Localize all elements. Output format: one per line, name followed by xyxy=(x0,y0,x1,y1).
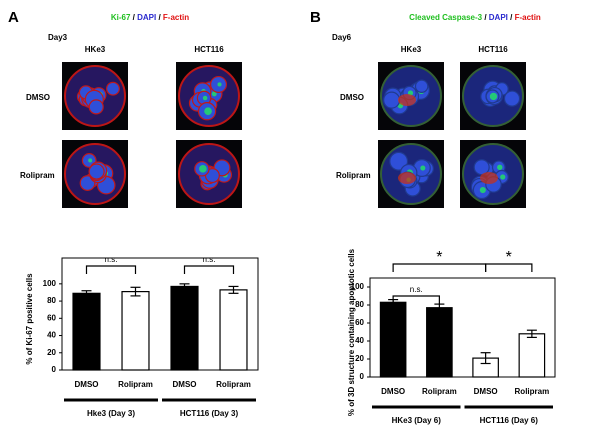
column-label: HKe3 xyxy=(401,45,422,54)
nucleus xyxy=(383,91,401,109)
bar xyxy=(170,285,199,371)
x-tick-label: Rolipram xyxy=(515,387,550,396)
actin xyxy=(398,172,416,184)
row-label: Rolipram xyxy=(336,171,371,180)
stain-part: DAPI xyxy=(489,13,508,22)
y-tick-label: 100 xyxy=(43,279,57,288)
bar xyxy=(426,307,453,378)
row-label: DMSO xyxy=(340,93,364,102)
row-label: DMSO xyxy=(26,93,50,102)
row-label: Rolipram xyxy=(20,171,55,180)
signal xyxy=(202,95,208,101)
column-label: HKe3 xyxy=(85,45,106,54)
significance-bracket xyxy=(85,265,137,274)
bar xyxy=(518,333,546,378)
significance-label: * xyxy=(436,249,442,266)
y-axis-label: % of Ki-67 positive cells xyxy=(25,273,34,365)
stain-title: Cleaved Caspase-3 / DAPI / F-actin xyxy=(409,13,541,22)
signal xyxy=(500,174,506,180)
error-bar xyxy=(228,285,239,294)
stain-part: / xyxy=(482,13,489,22)
stain-part: DAPI xyxy=(137,13,156,22)
significance-label: * xyxy=(506,249,512,266)
panel-label: B xyxy=(310,9,321,26)
group-label: HKe3 (Day 6) xyxy=(392,416,442,425)
bar xyxy=(379,301,407,378)
stain-part: Cleaved Caspase-3 xyxy=(409,13,482,22)
nucleus xyxy=(414,79,429,94)
signal xyxy=(88,158,93,163)
day-label: Day6 xyxy=(332,33,352,42)
y-tick-label: 100 xyxy=(351,282,365,291)
stain-part: / xyxy=(156,13,163,22)
nucleus xyxy=(389,151,409,171)
x-tick-label: Rolipram xyxy=(118,380,153,389)
bar xyxy=(72,292,101,371)
x-tick-label: DMSO xyxy=(75,380,99,389)
x-tick-label: DMSO xyxy=(381,387,405,396)
column-label: HCT116 xyxy=(478,45,508,54)
x-tick-label: DMSO xyxy=(474,387,498,396)
error-bar xyxy=(179,283,190,290)
y-axis-label: % of 3D structure containing apoptotic c… xyxy=(347,248,356,416)
nucleus xyxy=(106,81,120,96)
signal xyxy=(479,186,486,194)
plot-frame xyxy=(61,257,259,371)
column-label: HCT116 xyxy=(194,45,224,54)
nucleus xyxy=(503,90,521,107)
signal xyxy=(420,165,426,171)
nucleus xyxy=(88,99,104,115)
group-label: HCT116 (Day 6) xyxy=(480,416,539,425)
x-tick-label: DMSO xyxy=(173,380,197,389)
actin xyxy=(398,94,416,106)
significance-bracket xyxy=(485,263,533,272)
stain-part: / xyxy=(130,13,137,22)
signal xyxy=(211,91,217,97)
group-label: Hke3 (Day 3) xyxy=(87,409,135,418)
group-label: HCT116 (Day 3) xyxy=(180,409,239,418)
signal xyxy=(199,165,207,173)
error-bar xyxy=(526,329,537,338)
y-tick-label: 60 xyxy=(355,318,364,327)
stain-part: Ki-67 xyxy=(111,13,131,22)
significance-bracket xyxy=(392,295,440,304)
bar xyxy=(121,291,150,371)
error-bar xyxy=(130,286,141,297)
signal xyxy=(204,107,212,116)
significance-bracket xyxy=(183,265,235,274)
stain-part: F-actin xyxy=(163,13,189,22)
stain-part: / xyxy=(508,13,515,22)
x-tick-label: Rolipram xyxy=(422,387,457,396)
y-tick-label: 80 xyxy=(355,300,364,309)
significance-label: n.s. xyxy=(410,285,423,294)
y-tick-label: 20 xyxy=(47,348,56,357)
y-tick-label: 40 xyxy=(355,336,364,345)
signal xyxy=(497,164,503,171)
y-tick-label: 0 xyxy=(360,372,365,381)
error-bar xyxy=(480,352,491,365)
stain-part: F-actin xyxy=(515,13,541,22)
y-tick-label: 0 xyxy=(52,365,57,374)
plot-frame xyxy=(369,277,556,378)
x-tick-label: Rolipram xyxy=(216,380,251,389)
significance-label: n.s. xyxy=(105,255,118,264)
significance-label: n.s. xyxy=(203,255,216,264)
y-tick-label: 20 xyxy=(355,354,364,363)
y-tick-label: 60 xyxy=(47,313,56,322)
y-tick-label: 40 xyxy=(47,331,56,340)
error-bar xyxy=(81,290,92,297)
bar xyxy=(219,289,248,371)
stain-title: Ki-67 / DAPI / F-actin xyxy=(111,13,189,22)
nucleus xyxy=(88,163,105,180)
day-label: Day3 xyxy=(48,33,68,42)
actin xyxy=(480,172,498,184)
y-tick-label: 80 xyxy=(47,296,56,305)
signal xyxy=(217,82,222,87)
error-bar xyxy=(434,303,445,312)
panel-label: A xyxy=(8,9,19,26)
signal xyxy=(489,92,498,101)
